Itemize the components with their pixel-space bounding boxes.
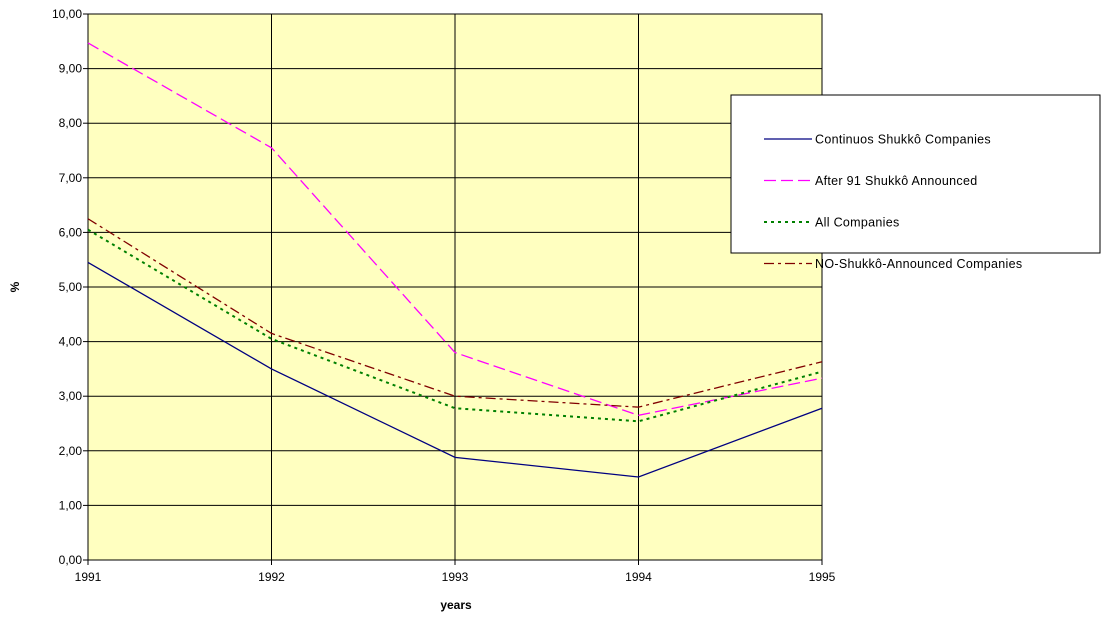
x-tick-label: 1992 — [258, 570, 285, 584]
y-axis: 0,00 1,00 2,00 3,00 4,00 5,00 6,00 7,00 8,00 9,00… — [52, 7, 88, 567]
y-tick-label: 7,00 — [59, 171, 83, 185]
y-tick-label: 2,00 — [59, 444, 83, 458]
y-axis-title: % — [8, 281, 22, 292]
x-tick-label: 1995 — [809, 570, 836, 584]
y-tick-label: 3,00 — [59, 389, 83, 403]
y-tick-label: 1,00 — [59, 498, 83, 512]
series-line-3 — [87, 218, 823, 408]
legend-entry-3: NO-Shukkô-Announced Companies — [815, 257, 1022, 271]
x-tick-label: 1991 — [75, 570, 102, 584]
y-tick-label: 5,00 — [59, 280, 83, 294]
x-axis-title: years — [440, 598, 472, 612]
legend-entry-0: Continuos Shukkô Companies — [815, 133, 991, 147]
x-axis: 1991 1992 1993 1994 1995 — [75, 560, 836, 584]
legend: Continuos Shukkô Companies After 91 Shukk… — [730, 94, 1101, 271]
y-tick-label: 0,00 — [59, 553, 83, 567]
series-line-2 — [87, 228, 823, 423]
legend-entry-1: After 91 Shukkô Announced — [815, 174, 977, 188]
y-tick-label: 10,00 — [52, 7, 82, 21]
y-tick-label: 4,00 — [59, 335, 83, 349]
y-tick-label: 6,00 — [59, 225, 83, 239]
x-tick-label: 1994 — [625, 570, 652, 584]
x-tick-label: 1993 — [442, 570, 469, 584]
y-tick-label: 8,00 — [59, 116, 83, 130]
series-lines — [87, 42, 823, 478]
y-tick-label: 9,00 — [59, 62, 83, 76]
legend-entry-2: All Companies — [815, 216, 900, 230]
legend-box — [730, 94, 1101, 254]
